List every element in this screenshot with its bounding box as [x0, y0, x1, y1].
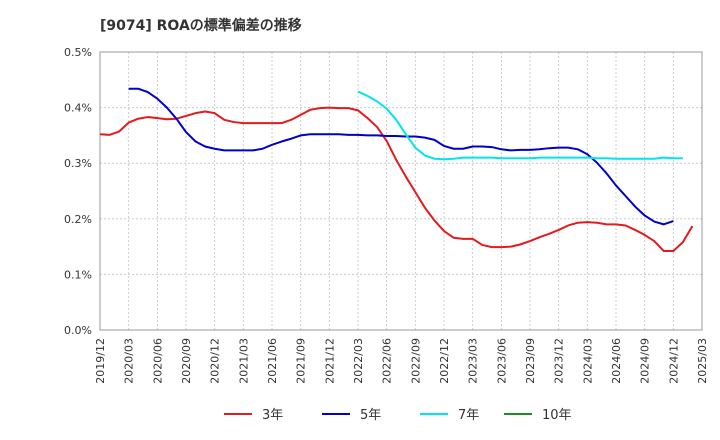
y-axis-ticks: 0.0% 0.1% 0.2% 0.3% 0.4% 0.5%: [64, 46, 92, 337]
x-tick-label: 2021/06: [266, 338, 279, 384]
x-tick-label: 2022/09: [409, 338, 422, 384]
y-tick-label: 0.1%: [64, 268, 92, 281]
legend: 3年 5年 7年 10年: [224, 408, 572, 423]
series-line: [357, 90, 683, 161]
x-tick-label: 2024/09: [639, 338, 652, 384]
y-tick-label: 0.5%: [64, 46, 92, 59]
x-tick-label: 2021/03: [237, 338, 250, 384]
x-tick-label: 2020/12: [209, 338, 222, 384]
x-tick-label: 2023/12: [553, 338, 566, 384]
plot-frame: [99, 51, 703, 331]
grid-lines: [99, 51, 703, 331]
x-tick-label: 2024/03: [581, 338, 594, 384]
x-axis-ticks: 2019/12 2020/03 2020/06 2020/09 2020/12 2021/…: [94, 338, 709, 384]
chart-title: [9074] ROAの標準偏差の推移: [100, 17, 302, 34]
legend-label: 7年: [458, 408, 479, 423]
x-tick-label: 2021/12: [323, 338, 336, 384]
legend-label: 5年: [360, 408, 381, 423]
x-tick-label: 2020/06: [151, 338, 164, 384]
x-tick-label: 2023/03: [467, 338, 480, 384]
x-tick-label: 2020/03: [123, 338, 136, 384]
series-lines: [99, 87, 694, 253]
y-tick-label: 0.0%: [64, 324, 92, 337]
x-tick-label: 2023/09: [524, 338, 537, 384]
x-tick-label: 2024/12: [667, 338, 680, 384]
y-tick-label: 0.3%: [64, 157, 92, 170]
x-tick-label: 2022/12: [438, 338, 451, 384]
x-tick-label: 2022/03: [352, 338, 365, 384]
legend-label: 3年: [262, 408, 283, 423]
x-tick-label: 2019/12: [94, 338, 107, 384]
x-tick-label: 2021/09: [295, 338, 308, 384]
x-tick-label: 2024/06: [610, 338, 623, 384]
x-tick-label: 2023/06: [495, 338, 508, 384]
series-line: [99, 106, 694, 253]
y-tick-label: 0.4%: [64, 102, 92, 115]
x-tick-label: 2025/03: [696, 338, 709, 384]
x-tick-label: 2022/06: [381, 338, 394, 384]
y-tick-label: 0.2%: [64, 213, 92, 226]
legend-label: 10年: [542, 408, 572, 423]
series-line: [128, 87, 674, 226]
x-tick-label: 2020/09: [180, 338, 193, 384]
